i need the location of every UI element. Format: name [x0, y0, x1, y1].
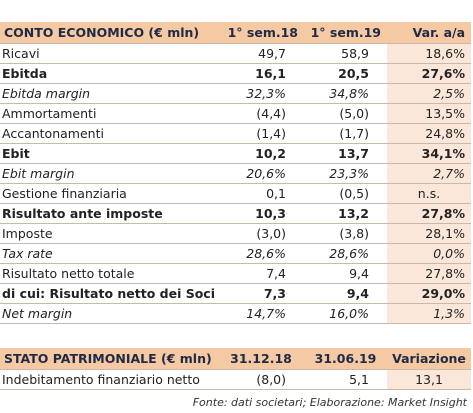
income-row-col-b: 28,6% — [304, 243, 387, 264]
source-note: Fonte: dati societari; Elaborazione: Mar… — [192, 396, 467, 409]
income-row-col-b: (5,0) — [304, 103, 387, 124]
income-row-col-b: 34,8% — [304, 83, 387, 104]
income-row-label: di cui: Risultato netto dei Soci — [0, 283, 218, 304]
income-row: Risultato ante imposte 10,3 13,2 27,8% — [0, 203, 471, 224]
income-row-col-b: 16,0% — [304, 303, 387, 324]
income-row-col-b: 13,7 — [304, 143, 387, 164]
income-header-col-a: 1° sem.18 — [218, 22, 304, 44]
income-row-label: Risultato netto totale — [0, 263, 218, 284]
balance-row-col-a: (8,0) — [218, 369, 304, 390]
income-row-label: Ebit margin — [0, 163, 218, 184]
balance-row-col-b: 5,1 — [304, 369, 387, 390]
income-row: Tax rate 28,6% 28,6% 0,0% — [0, 243, 471, 264]
income-row-col-c: n.s. — [387, 183, 471, 204]
income-row: Ebit 10,2 13,7 34,1% — [0, 143, 471, 164]
income-row-col-c: 27,8% — [387, 203, 471, 224]
balance-header-col-a: 31.12.18 — [218, 348, 304, 370]
income-row-col-a: 0,1 — [218, 183, 304, 204]
balance-row: Indebitamento finanziario netto (8,0) 5,1 1… — [0, 369, 471, 390]
balance-row-label: Indebitamento finanziario netto — [0, 369, 218, 390]
income-row-col-c: 1,3% — [387, 303, 471, 324]
income-row: di cui: Risultato netto dei Soci 7,3 9,4 29… — [0, 283, 471, 304]
income-row-col-c: 27,6% — [387, 63, 471, 84]
income-row-label: Ebitda — [0, 63, 218, 84]
income-row-label: Ricavi — [0, 43, 218, 64]
income-row: Ricavi 49,7 58,9 18,6% — [0, 43, 471, 64]
income-row-col-b: 13,2 — [304, 203, 387, 224]
income-row-col-a: 14,7% — [218, 303, 304, 324]
income-header-col-c: Var. a/a — [387, 22, 471, 44]
income-row-col-a: (1,4) — [218, 123, 304, 144]
income-row: Ammortamenti (4,4) (5,0) 13,5% — [0, 103, 471, 124]
income-row-col-a: (3,0) — [218, 223, 304, 244]
income-row-col-b: 9,4 — [304, 283, 387, 304]
income-row-col-c: 2,5% — [387, 83, 471, 104]
income-row-label: Ammortamenti — [0, 103, 218, 124]
income-row-label: Imposte — [0, 223, 218, 244]
income-row-col-a: 28,6% — [218, 243, 304, 264]
income-row-col-b: 9,4 — [304, 263, 387, 284]
income-row-col-c: 13,5% — [387, 103, 471, 124]
balance-body: Indebitamento finanziario netto (8,0) 5,1 1… — [0, 369, 471, 390]
income-row-col-c: 2,7% — [387, 163, 471, 184]
income-row: Ebit margin 20,6% 23,3% 2,7% — [0, 163, 471, 184]
income-row: Imposte (3,0) (3,8) 28,1% — [0, 223, 471, 244]
income-row-col-c: 24,8% — [387, 123, 471, 144]
income-row-col-a: 10,2 — [218, 143, 304, 164]
income-row-col-b: (0,5) — [304, 183, 387, 204]
income-row-col-a: 7,4 — [218, 263, 304, 284]
income-row-label: Net margin — [0, 303, 218, 324]
income-row-col-a: 7,3 — [218, 283, 304, 304]
income-row-col-b: 23,3% — [304, 163, 387, 184]
income-row-label: Risultato ante imposte — [0, 203, 218, 224]
income-header-label: CONTO ECONOMICO (€ mln) — [0, 22, 218, 44]
income-row-col-c: 28,1% — [387, 223, 471, 244]
income-row-col-a: 32,3% — [218, 83, 304, 104]
income-row-col-c: 34,1% — [387, 143, 471, 164]
income-row-col-a: 16,1 — [218, 63, 304, 84]
income-row-col-b: 58,9 — [304, 43, 387, 64]
income-row-col-a: 10,3 — [218, 203, 304, 224]
income-row-label: Gestione finanziaria — [0, 183, 218, 204]
income-row-col-a: (4,4) — [218, 103, 304, 124]
income-row-col-b: (3,8) — [304, 223, 387, 244]
income-header-col-b: 1° sem.19 — [304, 22, 387, 44]
income-row-col-b: 20,5 — [304, 63, 387, 84]
income-row-label: Tax rate — [0, 243, 218, 264]
balance-header-col-c: Variazione — [387, 348, 471, 370]
balance-header-col-b: 31.06.19 — [304, 348, 387, 370]
income-row: Gestione finanziaria 0,1 (0,5) n.s. — [0, 183, 471, 204]
income-header-row: CONTO ECONOMICO (€ mln) 1° sem.18 1° sem… — [0, 22, 471, 44]
income-row-col-a: 49,7 — [218, 43, 304, 64]
income-row-col-b: (1,7) — [304, 123, 387, 144]
income-row-label: Ebitda margin — [0, 83, 218, 104]
income-row-col-c: 0,0% — [387, 243, 471, 264]
income-body: Ricavi 49,7 58,9 18,6% Ebitda 16,1 20,5 27,6% Eb… — [0, 43, 471, 324]
income-statement-table: CONTO ECONOMICO (€ mln) 1° sem.18 1° sem… — [0, 22, 471, 324]
balance-header-row: STATO PATRIMONIALE (€ mln) 31.12.18 31.0… — [0, 348, 471, 370]
balance-row-col-c: 13,1 — [387, 369, 471, 390]
income-row: Ebitda margin 32,3% 34,8% 2,5% — [0, 83, 471, 104]
income-row: Net margin 14,7% 16,0% 1,3% — [0, 303, 471, 324]
income-row: Accantonamenti (1,4) (1,7) 24,8% — [0, 123, 471, 144]
balance-sheet-table: STATO PATRIMONIALE (€ mln) 31.12.18 31.0… — [0, 348, 471, 390]
income-row-col-c: 27,8% — [387, 263, 471, 284]
income-row-col-a: 20,6% — [218, 163, 304, 184]
income-row-col-c: 29,0% — [387, 283, 471, 304]
income-row: Risultato netto totale 7,4 9,4 27,8% — [0, 263, 471, 284]
balance-header-label: STATO PATRIMONIALE (€ mln) — [0, 348, 218, 370]
income-row: Ebitda 16,1 20,5 27,6% — [0, 63, 471, 84]
income-row-label: Ebit — [0, 143, 218, 164]
income-row-label: Accantonamenti — [0, 123, 218, 144]
income-row-col-c: 18,6% — [387, 43, 471, 64]
